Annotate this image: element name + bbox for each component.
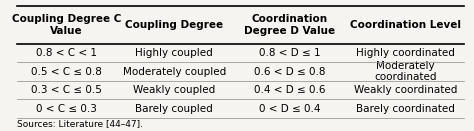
Text: 0 < C ≤ 0.3: 0 < C ≤ 0.3 [36, 104, 97, 114]
Text: 0.6 < D ≤ 0.8: 0.6 < D ≤ 0.8 [254, 67, 326, 77]
Text: Highly coordinated: Highly coordinated [356, 48, 455, 58]
Text: Coupling Degree C
Value: Coupling Degree C Value [12, 14, 121, 36]
Text: 0.8 < D ≤ 1: 0.8 < D ≤ 1 [259, 48, 321, 58]
Text: 0.4 < D ≤ 0.6: 0.4 < D ≤ 0.6 [254, 85, 326, 95]
Text: Coupling Degree: Coupling Degree [125, 20, 223, 30]
Text: 0.3 < C ≤ 0.5: 0.3 < C ≤ 0.5 [31, 85, 102, 95]
Text: 0.5 < C ≤ 0.8: 0.5 < C ≤ 0.8 [31, 67, 102, 77]
Text: Barely coordinated: Barely coordinated [356, 104, 455, 114]
Text: Coordination Level: Coordination Level [350, 20, 461, 30]
Text: Weakly coupled: Weakly coupled [133, 85, 215, 95]
Text: Sources: Literature [44–47].: Sources: Literature [44–47]. [17, 119, 143, 128]
Text: Coordination
Degree D Value: Coordination Degree D Value [245, 14, 336, 36]
Text: Weakly coordinated: Weakly coordinated [354, 85, 457, 95]
Text: Highly coupled: Highly coupled [136, 48, 213, 58]
Text: 0.8 < C < 1: 0.8 < C < 1 [36, 48, 97, 58]
Text: Barely coupled: Barely coupled [136, 104, 213, 114]
Text: 0 < D ≤ 0.4: 0 < D ≤ 0.4 [259, 104, 321, 114]
Text: Moderately
coordinated: Moderately coordinated [374, 61, 437, 83]
Text: Moderately coupled: Moderately coupled [123, 67, 226, 77]
